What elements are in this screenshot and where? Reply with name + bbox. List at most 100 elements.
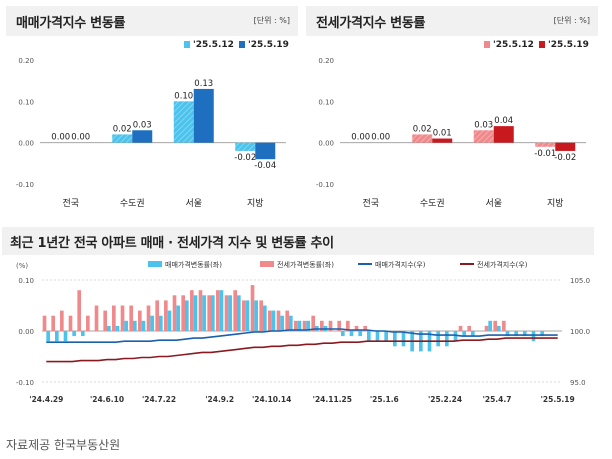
x-tick-label: '24.6.10: [90, 395, 124, 404]
jeonse-change-bar: [207, 295, 211, 331]
legend-swatch-1: [184, 41, 190, 48]
sale-change-bar: [141, 320, 146, 331]
sale-change-bar: [514, 331, 518, 337]
jeonse-change-bar: [103, 310, 107, 331]
jeonse-change-bar: [42, 315, 47, 331]
sale-change-bar: [202, 295, 206, 331]
jeonse-change-bar: [94, 305, 99, 331]
sale-change-bar: [211, 295, 215, 331]
jeonse-change-bar: [320, 320, 324, 331]
jeonse-change-bar: [138, 310, 142, 331]
y-tick-label: 0.20: [318, 57, 334, 65]
sale-change-bar: [297, 320, 302, 331]
jeonse-change-bar: [164, 300, 168, 331]
bar-value-label: 0.04: [494, 116, 513, 126]
sale-change-bar: [306, 320, 310, 331]
sale-change-bar: [159, 315, 163, 331]
jeonse-change-bar: [112, 305, 116, 331]
bar-value-label: 0.01: [433, 129, 452, 139]
category-label: 수도권: [120, 197, 145, 209]
category-label: 지방: [547, 198, 564, 209]
jeonse-change-bar: [276, 310, 281, 331]
jeonse-chart-header: 전세가격지수 변동률 [단위 : %]: [306, 6, 598, 36]
jeonse-change-bar: [467, 325, 471, 331]
jeonse-change-bar: [51, 315, 55, 331]
jeonse-change-bar: [233, 290, 237, 331]
bar-value-label: 0.00: [351, 133, 370, 143]
legend-label: 전세가격변동률(좌): [277, 260, 334, 269]
bar-prev: [112, 134, 133, 143]
sale-change-bar: [375, 331, 380, 342]
x-tick-label: '25.2.24: [428, 395, 462, 404]
bar-prev: [235, 142, 256, 151]
bar-value-label: 0.10: [174, 91, 193, 101]
legend-swatch: [148, 261, 162, 267]
jeonse-change-bar: [86, 315, 90, 331]
jeonse-change-bar: [493, 320, 497, 331]
jeonse-change-bar: [458, 325, 463, 331]
x-tick-label: '24.4.29: [29, 395, 63, 404]
legend-label: 전세가격지수(우): [477, 260, 528, 269]
sale-change-bar: [401, 331, 406, 347]
jeonse-index-line: [46, 337, 558, 363]
sale-change-bar: [367, 331, 371, 342]
y-tick-label: 0.00: [318, 140, 334, 148]
right-y-tick: 105.0: [570, 277, 590, 285]
sale-change-bar: [107, 325, 111, 331]
category-label: 서울: [185, 198, 202, 209]
jeonse-change-bar: [172, 295, 177, 331]
jeonse-change-bar: [190, 290, 194, 331]
sale-change-chart: 0.200.100.00-0.10'25.5.12'25.5.190.00 0.0…: [16, 40, 289, 209]
jeonse-change-bar: [120, 305, 125, 331]
sale-change-bar: [254, 300, 258, 331]
sale-chart-unit: [단위 : %]: [253, 16, 290, 25]
sale-change-bar: [393, 331, 397, 347]
bar-curr: [193, 88, 214, 143]
sale-change-bar: [237, 295, 241, 331]
legend-label-2: '25.5.19: [548, 40, 589, 50]
legend-swatch-2: [539, 41, 545, 48]
x-tick-label: '24.11.25: [313, 395, 352, 404]
jeonse-change-bar: [268, 310, 272, 331]
jeonse-change-bar: [242, 300, 246, 331]
left-y-tick: -0.10: [16, 379, 34, 387]
jeonse-change-bar: [60, 310, 64, 331]
sale-change-bar: [280, 315, 284, 331]
legend-label: 매매가격지수(우): [375, 260, 426, 269]
sale-change-bar: [176, 305, 180, 331]
x-tick-label: '25.5.19: [541, 395, 575, 404]
jeonse-change-bar: [337, 320, 341, 331]
bar-value-label: 0.03: [474, 120, 493, 130]
bar-curr: [132, 130, 153, 143]
jeonse-change-bar: [502, 320, 506, 331]
left-axis-unit: (%): [16, 262, 28, 270]
sale-change-bar: [72, 331, 76, 337]
bar-curr: [555, 142, 576, 151]
sale-chart-title: 매매가격지수 변동률: [16, 16, 126, 31]
jeonse-change-bar: [363, 325, 367, 331]
legend-label: 매매가격변동률(좌): [165, 260, 222, 269]
trend-chart-header: 최근 1년간 전국 아파트 매매 · 전세가격 지수 및 변동률 추이: [2, 227, 594, 255]
jeonse-change-bar: [285, 310, 289, 331]
sale-change-bar: [462, 331, 466, 337]
y-tick-label: -0.10: [16, 181, 34, 189]
bar-curr: [255, 142, 276, 160]
source-note: 자료제공 한국부동산원: [6, 438, 121, 452]
jeonse-change-bar: [259, 300, 263, 331]
legend-label-1: '25.5.12: [193, 40, 234, 50]
bar-value-label: 0.00: [71, 133, 90, 143]
left-y-tick: 0.10: [18, 277, 34, 285]
sale-change-bar: [289, 315, 293, 331]
y-tick-label: 0.10: [318, 98, 334, 106]
jeonse-change-bar: [250, 285, 255, 331]
jeonse-change-bar: [216, 290, 220, 331]
bar-value-label: 0.00: [371, 133, 390, 143]
sale-change-bar: [245, 300, 250, 331]
left-y-tick: 0.00: [18, 328, 34, 336]
sale-change-bar: [488, 320, 492, 331]
y-tick-label: 0.10: [18, 98, 34, 106]
sale-change-bar: [436, 331, 440, 347]
y-tick-label: -0.10: [316, 181, 334, 189]
jeonse-change-bar: [68, 315, 73, 331]
bar-value-label: 0.00: [51, 133, 70, 143]
